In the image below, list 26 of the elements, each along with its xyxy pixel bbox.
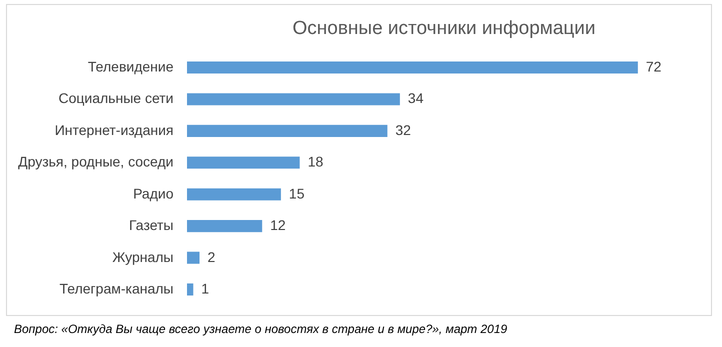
chart-title: Основные источники информации xyxy=(292,18,596,39)
data-label: 1 xyxy=(201,280,210,296)
data-label: 72 xyxy=(646,58,662,75)
y-tick-label: Телевидение xyxy=(88,58,174,75)
y-tick-label: Журналы xyxy=(112,248,174,265)
bar xyxy=(187,188,281,200)
data-label: 18 xyxy=(308,154,324,170)
data-label: 15 xyxy=(288,185,305,202)
bar xyxy=(187,62,638,74)
bar xyxy=(187,283,194,296)
text: Вопрос: «Откуда Вы чаще всего узнаете о новостях в стране и в мире?», март 2019 xyxy=(14,322,508,336)
data-label: 2 xyxy=(208,248,216,265)
y-tick-label: Телеграм-каналы xyxy=(60,280,174,296)
bar xyxy=(187,252,200,264)
bar xyxy=(187,220,262,232)
y-tick-label: Друзья, родные, соседи xyxy=(18,154,174,170)
bar xyxy=(187,93,400,106)
y-tick-label: Радио xyxy=(133,185,174,202)
data-label: 12 xyxy=(270,217,286,234)
data-label: 34 xyxy=(408,90,424,106)
y-tick-label: Социальные сети xyxy=(58,90,174,106)
y-tick-label: Газеты xyxy=(129,217,174,234)
bar xyxy=(187,124,388,137)
data-label: 32 xyxy=(395,122,412,138)
bar xyxy=(187,156,300,169)
y-tick-label: Интернет-издания xyxy=(54,122,174,138)
